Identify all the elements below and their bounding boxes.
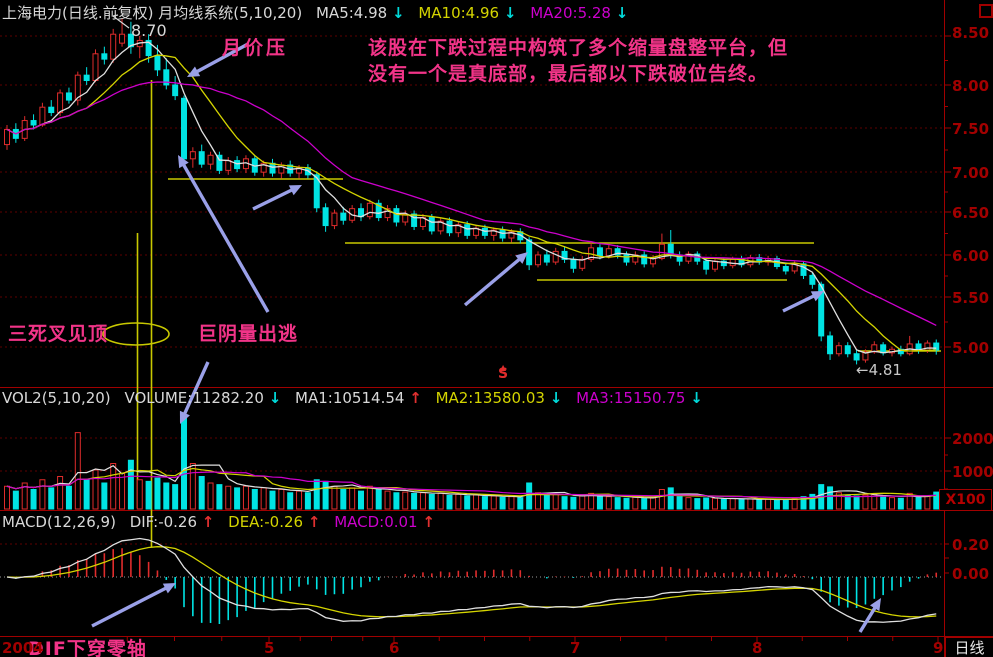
ma20-value: MA20:5.28 (530, 4, 611, 22)
sell-signal-marker: ▲ S (498, 363, 509, 382)
period-selector-daily[interactable]: 日线 (945, 637, 993, 657)
sell-marker-arrow-icon: ▲ (499, 363, 507, 372)
vol-ma2-down-arrow-icon: ↓ (549, 389, 563, 407)
price-tick-800: 8.00 (952, 77, 990, 95)
vol-indicator-label: VOL2(5,10,20) (2, 389, 111, 407)
volume-tick-2000: 2000 (952, 430, 993, 448)
price-tick-850: 8.50 (952, 24, 990, 42)
dif-up-arrow-icon: ↑ (201, 513, 215, 531)
year-label: 2004 (2, 639, 44, 657)
corner-marker-icon (979, 4, 993, 18)
macd-value: MACD:0.01 (334, 513, 418, 531)
main-header: 上海电力(日线.前复权) 月均线系统(5,10,20) MA5:4.98 ↓ M… (2, 2, 628, 23)
month-label-6: 6 (389, 639, 400, 657)
dea-up-arrow-icon: ↑ (307, 513, 321, 531)
volume-header: VOL2(5,10,20) VOLUME:11282.20 ↓ MA1:1051… (2, 389, 703, 407)
ma5-value: MA5:4.98 (315, 4, 388, 22)
commentary-line1: 该股在下跌过程中构筑了多个缩量盘整平台，但 (368, 37, 789, 59)
ma5-down-arrow-icon: ↓ (391, 4, 405, 22)
volume-down-arrow-icon: ↓ (268, 389, 282, 407)
month-label-5: 5 (264, 639, 275, 657)
chart-title: 上海电力(日线.前复权) 月均线系统(5,10,20) (2, 4, 303, 22)
price-tick-500: 5.00 (952, 339, 990, 357)
commentary-line2: 没有一个是真底部，最后都以下跌破位告终。 (368, 63, 769, 85)
macd-tick-000: 0.00 (952, 565, 990, 583)
ma20-down-arrow-icon: ↓ (615, 4, 629, 22)
macd-tick-020: 0.20 (952, 536, 990, 554)
vol-ma2-value: MA2:13580.03 (435, 389, 545, 407)
annotation-huge-bear-volume-escape: 巨阴量出逃 (198, 323, 299, 345)
ma10-down-arrow-icon: ↓ (503, 4, 517, 22)
dea-value: DEA:-0.26 (228, 513, 304, 531)
vol-ma3-value: MA3:15150.75 (576, 389, 686, 407)
annotation-dif-cross-below-zero: DIF下穿零轴 (28, 638, 147, 657)
volume-tick-1000: 1000 (952, 463, 993, 481)
month-label-8: 8 (752, 639, 763, 657)
annotation-monthly-price-pressure: 月价压 (222, 37, 289, 59)
price-tick-600: 6.00 (952, 247, 990, 265)
peak-price-label: 8.70 (131, 21, 167, 40)
ma10-value: MA10:4.96 (418, 4, 500, 22)
price-tick-550: 5.50 (952, 289, 990, 307)
price-tick-750: 7.50 (952, 120, 990, 138)
macd-header: MACD(12,26,9) DIF:-0.26 ↑ DEA:-0.26 ↑ MA… (2, 513, 435, 531)
dif-value: DIF:-0.26 (129, 513, 198, 531)
price-tick-650: 6.50 (952, 204, 990, 222)
macd-up-arrow-icon: ↑ (422, 513, 435, 531)
macd-indicator-label: MACD(12,26,9) (2, 513, 116, 531)
volume-value: VOLUME:11282.20 (124, 389, 264, 407)
price-tick-700: 7.00 (952, 164, 990, 182)
sell-marker-letter: S (498, 366, 509, 382)
vol-ma1-value: MA1:10514.54 (295, 389, 405, 407)
month-label-7: 7 (570, 639, 581, 657)
month-label-9: 9 (933, 639, 944, 657)
vol-ma3-down-arrow-icon: ↓ (690, 389, 703, 407)
low-price-label: ←4.81 (856, 361, 902, 379)
vol-ma1-up-arrow-icon: ↑ (409, 389, 422, 407)
volume-unit-box: X100 (939, 489, 992, 511)
annotation-triple-dead-cross-top: 三死叉见顶 (8, 323, 109, 345)
